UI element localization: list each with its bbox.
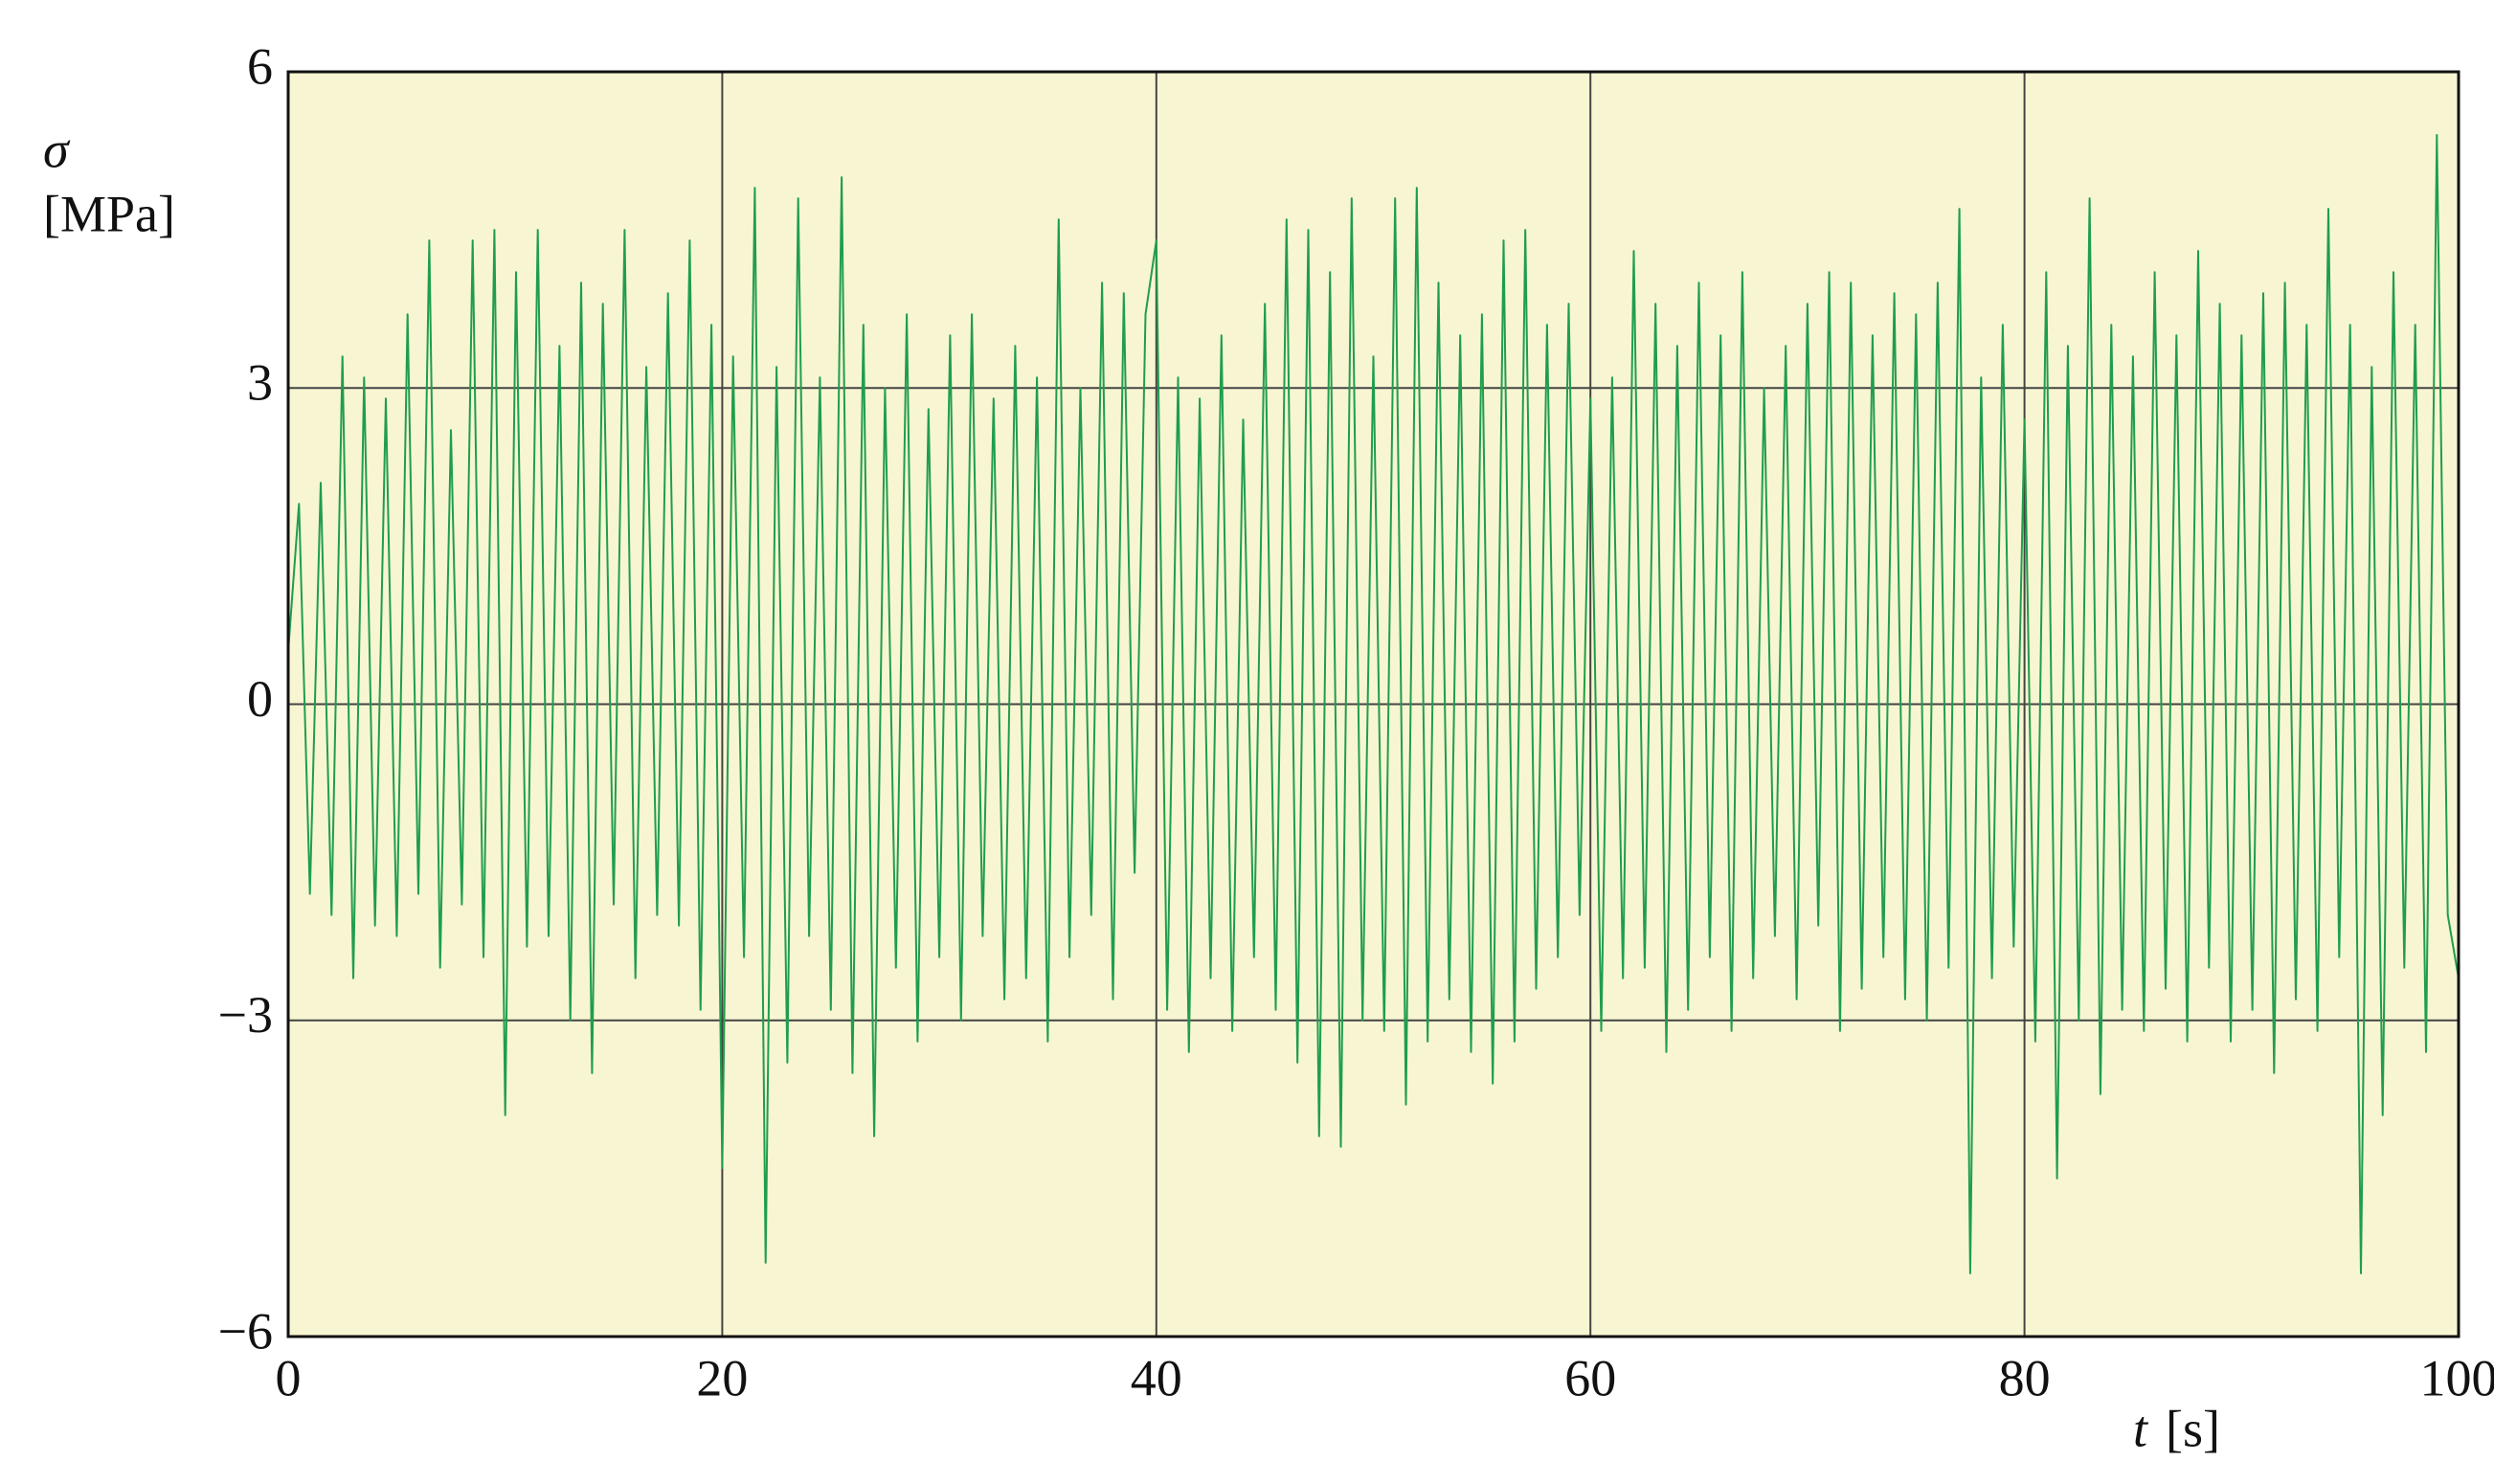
x-tick-label: 100 <box>2420 1349 2494 1406</box>
line <box>287 134 2460 1274</box>
y-tick-label: −6 <box>218 1302 273 1360</box>
plot-frame <box>286 70 2460 1338</box>
x-axis-unit: [s] <box>2166 1400 2220 1457</box>
y-axis-unit: [MPa] <box>43 185 175 242</box>
series <box>287 134 2460 1274</box>
y-tick-label: 3 <box>247 354 273 412</box>
x-tick-label: 60 <box>1564 1349 1616 1406</box>
x-tick-label: 40 <box>1131 1349 1182 1406</box>
y-tick-label: −3 <box>218 986 273 1044</box>
y-tick-label: 0 <box>247 670 273 728</box>
y-tick-label: 6 <box>247 37 273 95</box>
x-tick-label: 20 <box>696 1349 748 1406</box>
x-tick-label: 80 <box>1999 1349 2051 1406</box>
x-axis-label: t <box>2133 1400 2149 1457</box>
y-axis-label: σ <box>43 121 71 178</box>
x-tick-label: 0 <box>276 1349 302 1406</box>
